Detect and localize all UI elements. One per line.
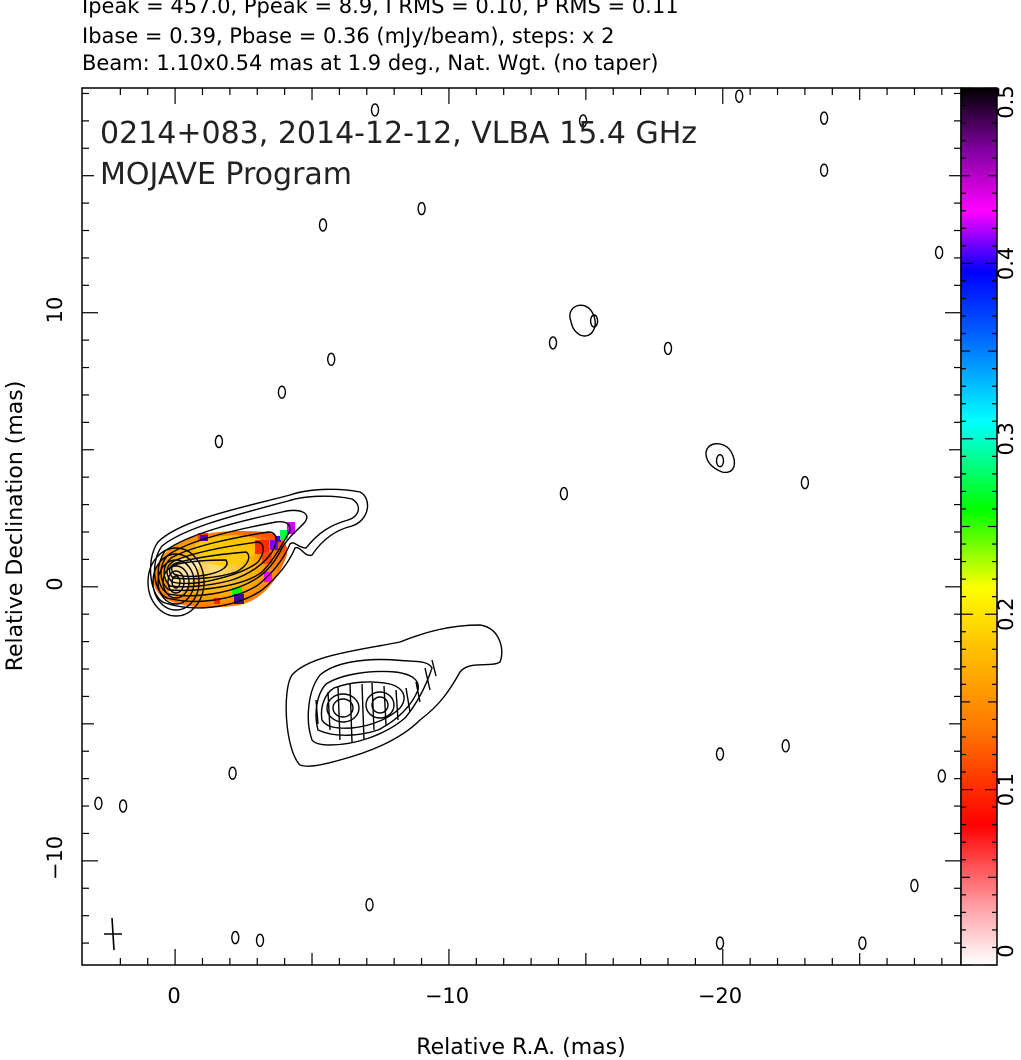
noise-contour-25: [231, 930, 240, 945]
noise-contour-11: [715, 454, 725, 468]
colorbar-tick-label-2: 0.2: [994, 597, 1018, 630]
colorbar-tick-label-5: 0.5: [994, 85, 1018, 118]
noise-contour-15: [800, 475, 810, 490]
noise-contour-26: [228, 766, 237, 780]
core-jet-contours: [147, 488, 369, 617]
colorbar-ticks: [961, 87, 997, 966]
noise-contour-10: [663, 341, 673, 356]
x-tick-label-2: −20: [698, 984, 742, 1008]
noise-contour-19: [937, 769, 946, 783]
noise-features: [569, 304, 736, 474]
colorbar-tick-label-4: 0.4: [994, 247, 1018, 280]
noise-contour-27: [118, 799, 128, 813]
noise-contour-1: [417, 201, 426, 216]
noise-contour-0: [370, 103, 380, 117]
noise-contour-20: [910, 878, 919, 893]
noise-contour-12: [735, 89, 744, 103]
noise-contour-18: [781, 739, 790, 753]
header-line-3: Beam: 1.10x0.54 mas at 1.9 deg., Nat. Wg…: [82, 51, 659, 75]
colorbar-tick-label-3: 0.3: [994, 422, 1018, 455]
noise-contour-5: [214, 434, 224, 449]
x-axis-title: Relative R.A. (mas): [416, 1035, 625, 1060]
header-line-1: Ipeak = 457.0, Ppeak = 8.9, I RMS = 0.10…: [82, 0, 679, 18]
noise-contour-24: [255, 933, 265, 947]
beam-marker: [104, 917, 122, 951]
noise-contour-22: [715, 936, 725, 950]
noise-contour-28: [94, 796, 103, 810]
x-tick-label-0: 0: [167, 984, 180, 1008]
noise-contour-6: [548, 336, 558, 350]
y-tick-label-1: 0: [43, 577, 67, 590]
colorbar-tick-label-0: 0: [994, 944, 1018, 957]
noise-contour-14: [819, 163, 829, 177]
axis-ticks: [82, 88, 961, 965]
noise-contour-2: [318, 218, 328, 232]
header-line-2: Ibase = 0.39, Pbase = 0.36 (mJy/beam), s…: [82, 24, 615, 48]
noise-contours: [94, 89, 946, 950]
noise-contour-16: [934, 245, 944, 260]
x-tick-label-1: −10: [425, 984, 469, 1008]
plot-frame: [81, 87, 962, 966]
noise-contour-21: [858, 936, 867, 950]
noise-contour-8: [578, 114, 588, 128]
noise-contour-17: [715, 747, 725, 761]
plot-title: 0214+083, 2014-12-12, VLBA 15.4 GHz: [100, 116, 697, 151]
y-tick-label-0: 10: [43, 297, 67, 324]
y-axis-title: Relative Declination (mas): [3, 381, 28, 672]
secondary-component-contours: [285, 624, 503, 767]
noise-contour-13: [819, 111, 829, 125]
noise-contour-4: [277, 385, 287, 399]
y-tick-label-2: −10: [43, 836, 67, 880]
colorbar-tick-label-1: 0.1: [994, 773, 1018, 806]
noise-contour-3: [327, 352, 336, 366]
noise-contour-23: [365, 898, 374, 912]
noise-contour-7: [559, 486, 569, 501]
colorbar-tick-labels: 0 0.1 0.2 0.3 0.4 0.5: [994, 85, 1018, 957]
plot-subtitle: MOJAVE Program: [100, 157, 352, 192]
